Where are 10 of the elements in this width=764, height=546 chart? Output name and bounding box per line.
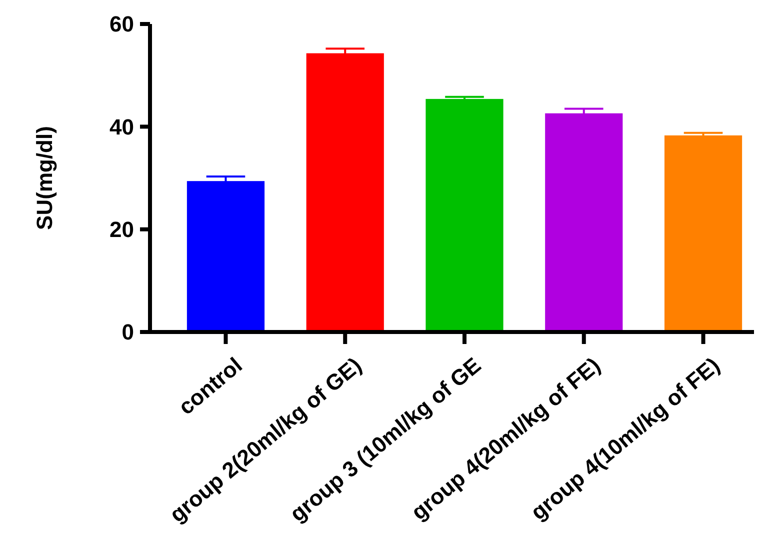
y-tick-label: 0 <box>122 320 134 345</box>
bar <box>664 135 742 332</box>
y-tick-label: 20 <box>110 217 134 242</box>
bar <box>186 181 265 332</box>
bar <box>306 53 384 332</box>
bar <box>426 98 504 332</box>
y-axis-title: SU(mg/dl) <box>32 126 57 230</box>
y-tick-label: 40 <box>110 114 134 140</box>
bar <box>545 113 623 332</box>
y-tick-label: 60 <box>110 12 134 37</box>
